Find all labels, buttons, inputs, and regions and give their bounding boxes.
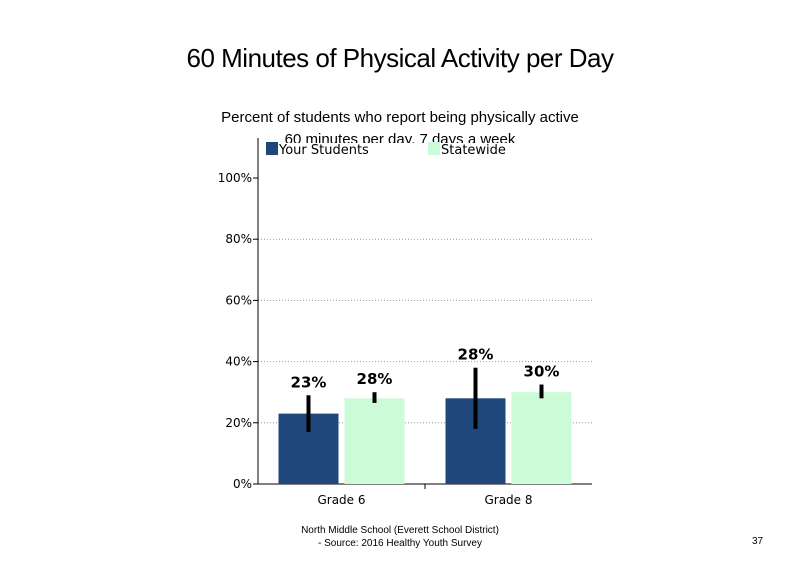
legend-swatch [266,142,278,155]
data-label: 30% [524,363,560,381]
subtitle-line-1: Percent of students who report being phy… [221,109,579,126]
data-label: 28% [357,370,393,388]
bar-chart: 0% 20% 40% 60% 80% 100% Grade 6 23% 28% Grade 8 28… [218,138,592,507]
legend-label: Your Students [278,143,369,158]
chart-subtitle: Percent of students who report being phy… [170,107,630,143]
data-label: 23% [291,373,327,391]
bar [344,398,405,484]
x-tick-label: Grade 8 [484,493,532,507]
y-tick-label: 20% [225,416,252,430]
footer-source-line: - Source: 2016 Healthy Youth Survey [318,538,482,549]
y-tick-label: 60% [225,293,252,307]
footer-source: North Middle School (Everett School Dist… [250,524,550,550]
legend-label: Statewide [441,143,506,158]
y-tick-label: 0% [233,477,252,491]
y-tick-label: 100% [218,171,252,185]
bar [511,392,572,484]
chart-title: 60 Minutes of Physical Activity per Day [186,43,614,73]
subtitle-line-2: 60 minutes per day, 7 days a week [284,131,516,143]
page-number: 37 [752,536,764,547]
footer-school: North Middle School (Everett School Dist… [301,525,499,536]
data-label: 28% [458,346,494,364]
y-tick-label: 40% [225,355,252,369]
y-tick-label: 80% [225,232,252,246]
x-tick-label: Grade 6 [317,493,365,507]
legend-swatch [428,142,440,155]
